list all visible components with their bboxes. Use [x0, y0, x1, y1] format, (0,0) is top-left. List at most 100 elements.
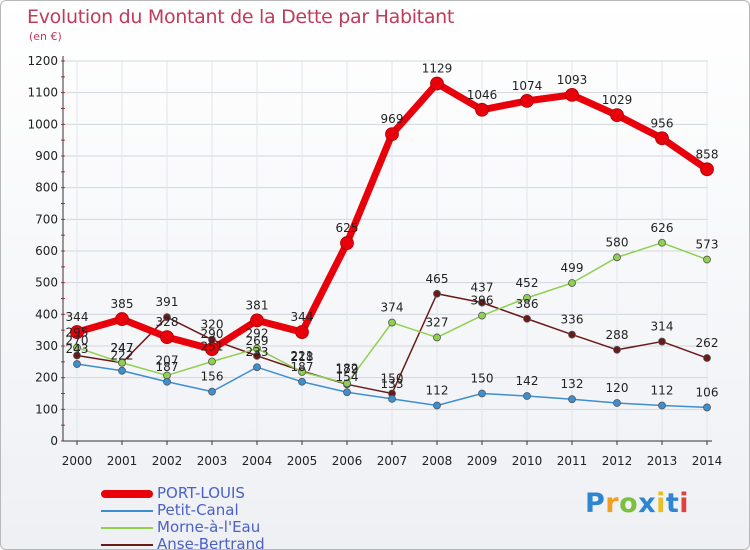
- data-label: 969: [381, 112, 404, 126]
- data-label: 150: [381, 372, 404, 386]
- legend-item-morne-a-l-eau: Morne-à-l'Eau: [101, 519, 265, 536]
- data-point: [523, 314, 531, 323]
- data-label: 270: [66, 334, 89, 348]
- data-point: [208, 357, 216, 366]
- data-point: [433, 289, 441, 298]
- logo-letter: i: [656, 488, 666, 519]
- data-label: 320: [201, 318, 224, 332]
- y-tick-label: 1000: [27, 117, 58, 131]
- data-point: [475, 102, 489, 117]
- data-point: [73, 360, 81, 368]
- data-point: [208, 387, 216, 396]
- data-point: [568, 395, 576, 404]
- data-label: 251: [201, 340, 224, 354]
- logo-letter: o: [619, 488, 639, 519]
- data-point: [568, 279, 576, 287]
- data-label: 187: [291, 360, 314, 374]
- data-point: [478, 311, 486, 320]
- data-label: 182: [336, 361, 359, 375]
- data-label: 106: [696, 385, 719, 399]
- data-label: 247: [111, 341, 134, 355]
- data-point: [295, 325, 309, 339]
- data-label: 150: [471, 372, 494, 386]
- data-label: 344: [291, 310, 314, 324]
- data-point: [118, 358, 126, 367]
- data-label: 327: [426, 315, 449, 329]
- y-tick-label: 1100: [27, 86, 58, 100]
- legend-label: Morne-à-l'Eau: [157, 518, 261, 536]
- data-label: 295: [66, 326, 89, 340]
- data-point: [250, 313, 264, 328]
- data-point: [703, 403, 711, 412]
- data-point: [388, 394, 396, 403]
- x-tick-label: 2007: [377, 454, 408, 468]
- legend-label: PORT-LOUIS: [157, 484, 245, 502]
- data-point: [520, 94, 534, 108]
- data-point: [433, 401, 441, 410]
- data-label: 1046: [467, 88, 498, 102]
- data-point: [73, 343, 81, 352]
- data-point: [388, 318, 396, 327]
- data-label: 580: [606, 235, 629, 249]
- data-point: [565, 87, 579, 102]
- y-tick-label: 100: [35, 402, 58, 416]
- proxiti-logo: Proxiti: [585, 488, 689, 519]
- data-label: 207: [156, 353, 179, 367]
- data-label: 120: [606, 381, 629, 395]
- data-point: [385, 127, 399, 142]
- data-point: [703, 255, 711, 264]
- legend: PORT-LOUIS Petit-Canal Morne-à-l'Eau Ans…: [101, 484, 265, 550]
- data-point: [253, 344, 261, 353]
- y-tick-label: 0: [50, 434, 58, 448]
- x-tick-label: 2001: [107, 454, 138, 468]
- data-label: 243: [66, 342, 89, 356]
- data-label: 336: [561, 313, 584, 327]
- data-point: [613, 253, 621, 262]
- x-tick-label: 2014: [692, 454, 723, 468]
- data-point: [613, 399, 621, 407]
- x-tick-label: 2010: [512, 454, 543, 468]
- data-label: 218: [291, 350, 314, 364]
- data-label: 391: [156, 295, 179, 309]
- legend-item-petit-canal: Petit-Canal: [101, 502, 265, 519]
- data-label: 314: [651, 320, 674, 334]
- data-label: 187: [156, 360, 179, 374]
- data-point: [160, 330, 174, 345]
- y-tick-label: 400: [35, 307, 58, 321]
- data-point: [658, 337, 666, 346]
- data-label: 222: [111, 349, 134, 363]
- logo-letter: x: [638, 488, 657, 519]
- data-label: 247: [111, 341, 134, 355]
- data-label: 386: [516, 297, 539, 311]
- x-tick-label: 2011: [557, 454, 588, 468]
- legend-label: Anse-Bertrand: [157, 535, 265, 550]
- logo-letter: t: [665, 488, 680, 519]
- data-label: 156: [201, 370, 224, 384]
- legend-item-anse-bertrand: Anse-Bertrand: [101, 535, 265, 550]
- data-point: [298, 368, 306, 376]
- data-point: [115, 312, 129, 326]
- y-tick-label: 300: [35, 339, 58, 353]
- data-label: 328: [156, 315, 179, 329]
- data-label: 221: [291, 349, 314, 363]
- data-point: [613, 345, 621, 354]
- data-label: 626: [651, 221, 674, 235]
- data-label: 858: [696, 147, 719, 161]
- x-tick-label: 2009: [467, 454, 498, 468]
- data-label: 374: [381, 301, 404, 315]
- data-point: [70, 325, 84, 339]
- x-tick-label: 2013: [647, 454, 678, 468]
- x-tick-label: 2003: [197, 454, 228, 468]
- y-tick-label: 500: [35, 276, 58, 290]
- logo-letter: i: [679, 488, 690, 519]
- data-point: [433, 333, 441, 342]
- x-tick-label: 2004: [242, 454, 273, 468]
- unit-label: (en €): [29, 30, 62, 43]
- y-tick-label: 600: [35, 244, 58, 258]
- data-label: 132: [561, 377, 584, 391]
- data-point: [568, 330, 576, 339]
- y-tick-label: 200: [35, 371, 58, 385]
- data-point: [700, 162, 714, 177]
- data-label: 1093: [557, 73, 588, 87]
- data-label: 233: [246, 345, 269, 359]
